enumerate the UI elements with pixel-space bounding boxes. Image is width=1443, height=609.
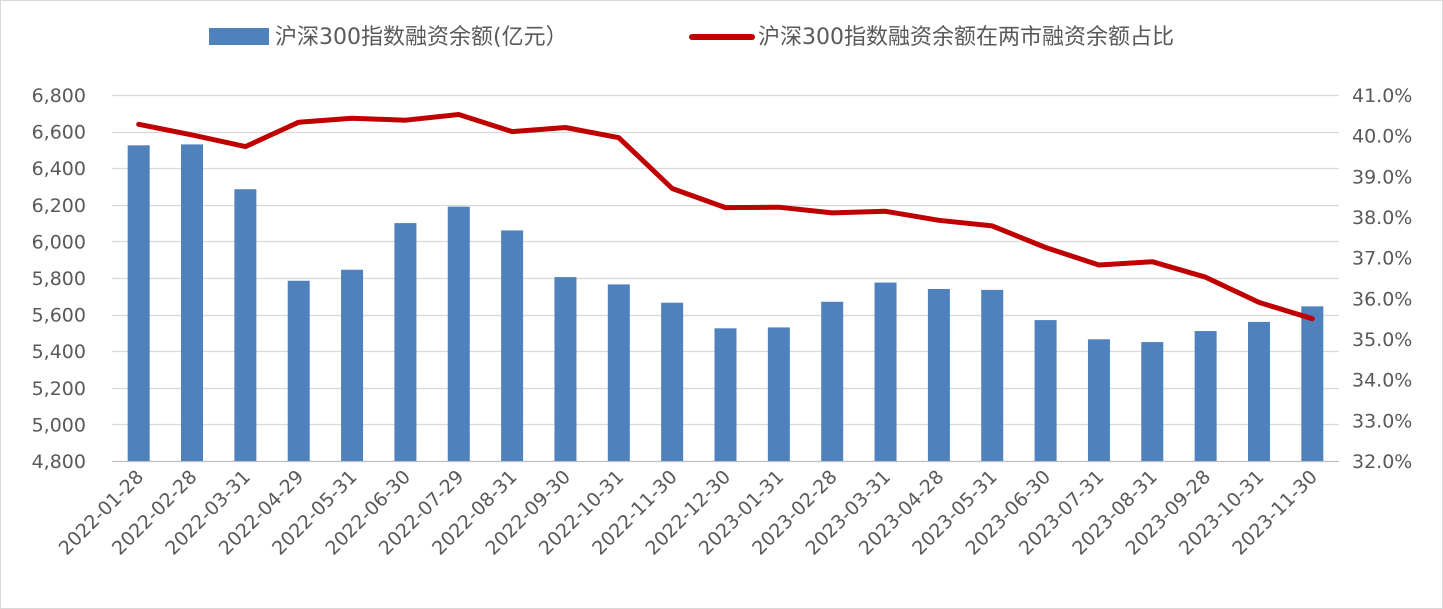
line-series <box>136 112 1315 322</box>
bar-2022-04-29 <box>287 280 310 461</box>
right-axis-tick-label: 39.0% <box>1352 166 1412 188</box>
left-axis-tick-label: 4,800 <box>32 451 86 473</box>
bar-2022-06-30 <box>394 223 417 461</box>
bar-2022-02-28 <box>181 144 204 461</box>
right-axis-tick-label: 32.0% <box>1352 451 1412 473</box>
ratio-line <box>136 112 1315 322</box>
right-axis-tick-label: 41.0% <box>1352 85 1412 107</box>
bar-2023-05-31 <box>981 289 1004 461</box>
bar-2022-10-31 <box>607 284 630 461</box>
bar-2022-05-31 <box>341 269 364 461</box>
left-axis-tick-label: 5,200 <box>32 378 86 400</box>
legend-bar-swatch <box>209 28 269 45</box>
left-axis-tick-label: 5,800 <box>32 268 86 290</box>
bar-2023-11-30 <box>1301 306 1324 461</box>
gridlines <box>112 94 1339 463</box>
legend-bar-label: 沪深300指数融资余额(亿元） <box>275 25 568 50</box>
legend: 沪深300指数融资余额(亿元） 沪深300指数融资余额在两市融资余额占比 <box>209 25 1174 50</box>
right-axis-tick-label: 35.0% <box>1352 329 1412 351</box>
left-axis-tick-label: 6,000 <box>32 231 86 253</box>
bar-2022-09-30 <box>554 277 577 461</box>
right-axis-tick-label: 33.0% <box>1352 410 1412 432</box>
bar-2022-07-29 <box>447 206 470 461</box>
left-axis: 4,800 5,000 5,200 5,400 5,600 5,800 6,000 6,200… <box>32 85 86 473</box>
bar-2023-06-30 <box>1034 320 1057 461</box>
bar-2023-08-31 <box>1141 342 1164 461</box>
bar-2023-10-31 <box>1247 321 1270 461</box>
bar-2022-01-28 <box>127 145 150 461</box>
bar-2023-07-31 <box>1087 339 1110 461</box>
bar-2022-12-30 <box>714 328 737 461</box>
bar-2023-03-31 <box>874 282 897 461</box>
right-axis-tick-label: 37.0% <box>1352 248 1412 270</box>
right-axis-tick-label: 34.0% <box>1352 370 1412 392</box>
left-axis-tick-label: 5,000 <box>32 414 86 436</box>
left-axis-tick-label: 6,200 <box>32 195 86 217</box>
left-axis-tick-label: 5,600 <box>32 305 86 327</box>
left-axis-tick-label: 6,800 <box>32 85 86 107</box>
right-axis-tick-label: 36.0% <box>1352 288 1412 310</box>
bar-2023-09-28 <box>1194 331 1217 461</box>
bar-2023-01-31 <box>767 327 790 461</box>
left-axis-tick-label: 5,400 <box>32 341 86 363</box>
bar-series <box>127 144 1324 461</box>
left-axis-tick-label: 6,600 <box>32 122 86 144</box>
bar-2022-11-30 <box>661 302 684 461</box>
right-axis: 32.0% 33.0% 34.0% 35.0% 36.0% 37.0% 38.0% 39.0%… <box>1352 85 1412 473</box>
right-axis-tick-label: 40.0% <box>1352 126 1412 148</box>
bar-2023-04-28 <box>927 288 950 461</box>
bar-2022-08-31 <box>501 230 524 461</box>
left-axis-tick-label: 6,400 <box>32 158 86 180</box>
right-axis-tick-label: 38.0% <box>1352 207 1412 229</box>
bar-2023-02-28 <box>821 301 844 461</box>
legend-line-label: 沪深300指数融资余额在两市融资余额占比 <box>758 25 1174 50</box>
bar-2022-03-31 <box>234 189 257 461</box>
x-axis: 2022-01-282022-02-282022-03-312022-04-29… <box>55 466 1322 560</box>
